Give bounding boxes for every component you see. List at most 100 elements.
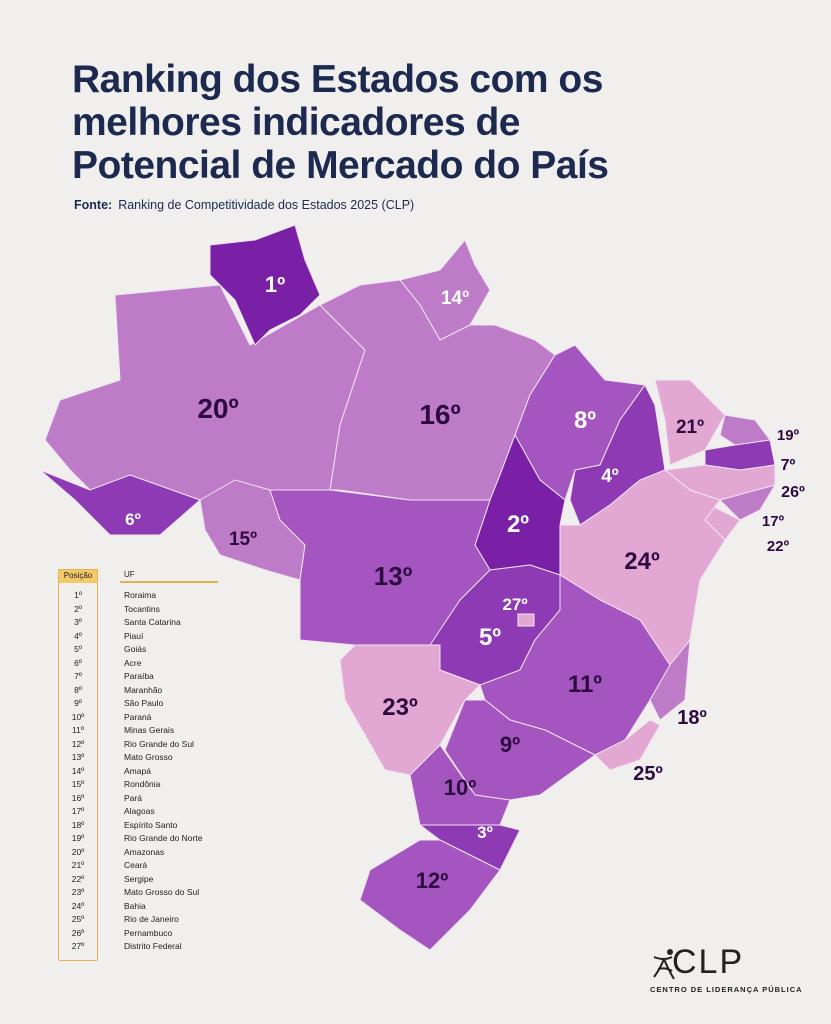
- state-rank-label-al: 17º: [762, 513, 785, 530]
- state-df: [517, 613, 535, 627]
- legend-row: 4º Piauí: [58, 630, 218, 644]
- state-rank-label-mt: 13º: [374, 561, 413, 591]
- legend-row: 6º Acre: [58, 657, 218, 671]
- legend-position: 6º: [74, 657, 82, 668]
- legend-state: Alagoas: [124, 806, 155, 816]
- legend-state: Amazonas: [124, 846, 165, 857]
- state-rank-label-rn: 19º: [777, 427, 800, 444]
- legend-row: 1º Roraima: [58, 589, 218, 603]
- legend-row: 17º Alagoas: [58, 805, 218, 819]
- state-pr: [409, 744, 511, 826]
- legend-row: 12º Rio Grande do Sul: [58, 738, 218, 752]
- legend-row: 22º Sergipe: [58, 873, 218, 887]
- state-rank-label-ma: 8º: [574, 407, 596, 434]
- legend-position: 16º: [71, 792, 85, 803]
- legend-row: 25º Rio de Janeiro: [58, 913, 218, 927]
- source-label: Fonte:: [74, 198, 113, 212]
- legend-state: Bahia: [124, 900, 146, 911]
- legend-state: Espírito Santo: [124, 819, 178, 830]
- state-rn: [719, 414, 771, 446]
- legend-position-box: [58, 569, 98, 961]
- legend-row: 9º São Paulo: [58, 697, 218, 711]
- state-es: [649, 638, 691, 721]
- state-rank-label-mg: 11º: [568, 671, 602, 698]
- ranking-legend: Posição UF 1º Roraima 2º Tocantins 3º Santa C…: [58, 569, 218, 961]
- legend-position: 3º: [74, 617, 82, 627]
- legend-position: 11º: [72, 725, 84, 735]
- legend-row: 10º Paraná: [58, 711, 218, 725]
- state-rs: [359, 839, 501, 951]
- state-rank-label-am: 20º: [197, 393, 238, 424]
- logo-text: CLP: [672, 943, 745, 981]
- legend-state: Santa Catarina: [124, 617, 181, 627]
- runner-figure-icon: [653, 949, 675, 980]
- legend-state: Rondônia: [124, 779, 161, 789]
- legend-header-position: Posição: [58, 569, 98, 583]
- legend-row: 19º Rio Grande do Norte: [58, 832, 218, 846]
- state-al: [719, 484, 777, 521]
- legend-row: 21º Ceará: [58, 859, 218, 873]
- state-sp: [444, 699, 596, 801]
- state-rank-label-rs: 12º: [416, 868, 449, 893]
- legend-state: Maranhão: [124, 684, 163, 695]
- legend-position: 21º: [71, 860, 85, 870]
- legend-header-uf: UF: [120, 569, 218, 583]
- legend-position: 7º: [74, 671, 82, 681]
- state-rj: [594, 719, 661, 771]
- state-rank-label-pi: 4º: [601, 466, 619, 487]
- legend-position: 24º: [71, 900, 85, 911]
- state-rank-label-pe: 26º: [781, 484, 805, 501]
- legend-row: 14º Amapá: [58, 765, 218, 779]
- legend-position: 15º: [71, 779, 85, 789]
- legend-state: Roraima: [124, 590, 157, 600]
- state-rank-label-to: 2º: [507, 511, 529, 538]
- state-rank-label-go: 5º: [479, 624, 501, 651]
- state-rank-label-ms: 23º: [382, 694, 418, 721]
- legend-position: 14º: [71, 765, 85, 776]
- state-rr: [209, 224, 321, 346]
- legend-position: 4º: [74, 630, 82, 641]
- legend-state: Pernambuco: [124, 927, 173, 938]
- state-rank-label-rr: 1º: [265, 272, 285, 297]
- legend-position: 10º: [71, 711, 85, 722]
- legend-position: 22º: [71, 873, 85, 884]
- legend-position: 26º: [71, 927, 85, 938]
- state-rank-label-sc: 3º: [477, 823, 493, 842]
- legend-row: 8º Maranhão: [58, 684, 218, 698]
- state-rank-label-ap: 14º: [441, 288, 469, 309]
- legend-position: 8º: [74, 684, 82, 695]
- legend-row: 15º Rondônia: [58, 778, 218, 792]
- legend-state: Paraná: [124, 711, 152, 722]
- legend-state: Amapá: [124, 765, 151, 776]
- legend-row: 27º Distrito Federal: [58, 940, 218, 954]
- legend-row: 11º Minas Gerais: [58, 724, 218, 738]
- state-rank-label-es: 18º: [677, 707, 707, 729]
- legend-position: 5º: [74, 644, 82, 654]
- legend-row: 23º Mato Grosso do Sul: [58, 886, 218, 900]
- legend-row: 3º Santa Catarina: [58, 616, 218, 630]
- state-rank-label-pr: 10º: [444, 775, 477, 800]
- legend-position: 20º: [71, 846, 85, 857]
- state-rank-label-ac: 6º: [125, 510, 141, 529]
- state-rank-label-ro: 15º: [229, 529, 257, 550]
- legend-state: Minas Gerais: [124, 725, 175, 735]
- clp-logo: CLP CENTRO DE LIDERANÇA PÚBLICA: [650, 945, 803, 994]
- state-ac: [39, 469, 201, 536]
- legend-state: Ceará: [124, 860, 148, 870]
- legend-position: 19º: [71, 833, 85, 843]
- state-rank-label-pa: 16º: [419, 399, 460, 430]
- state-rank-label-ba: 24º: [624, 548, 660, 575]
- legend-state: Rio Grande do Sul: [124, 738, 194, 749]
- legend-state: Distrito Federal: [124, 941, 182, 951]
- legend-row: 18º Espírito Santo: [58, 819, 218, 833]
- legend-state: Paraíba: [124, 671, 154, 681]
- legend-state: Mato Grosso: [124, 752, 173, 762]
- legend-position: 23º: [71, 887, 85, 897]
- legend-row: 13º Mato Grosso: [58, 751, 218, 765]
- source-text: Ranking de Competitividade dos Estados 2…: [118, 198, 415, 212]
- source-line: Fonte: Ranking de Competitividade dos Est…: [74, 198, 414, 212]
- legend-position: 9º: [74, 698, 82, 708]
- state-rank-label-df: 27º: [502, 595, 527, 614]
- legend-state: Rio Grande do Norte: [124, 833, 203, 843]
